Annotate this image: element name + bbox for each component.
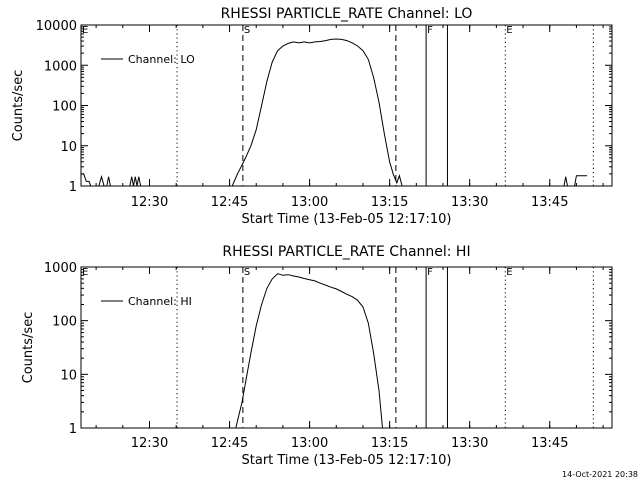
x-axis-label: Start Time (13-Feb-05 12:17:10) bbox=[242, 212, 452, 227]
print-timestamp: 14-Oct-2021 20:38 bbox=[562, 470, 638, 479]
x-tick-label: 13:15 bbox=[371, 436, 408, 451]
y-tick-label: 10 bbox=[60, 140, 77, 155]
event-marker-label: F bbox=[427, 25, 433, 36]
y-tick-label: 100 bbox=[52, 100, 77, 115]
event-marker-label: E bbox=[82, 25, 88, 36]
y-tick-label: 10 bbox=[60, 368, 77, 383]
event-marker-label: S bbox=[244, 267, 250, 278]
y-tick-label: 1000 bbox=[44, 261, 77, 276]
y-tick-label: 1 bbox=[69, 180, 77, 195]
x-tick-label: 12:45 bbox=[211, 195, 248, 210]
event-marker-label: E bbox=[506, 267, 512, 278]
x-tick-label: 12:45 bbox=[211, 436, 248, 451]
y-axis-label: Counts/sec bbox=[21, 312, 36, 384]
event-marker-label: E bbox=[82, 267, 88, 278]
event-marker-label: E bbox=[506, 25, 512, 36]
series-line bbox=[235, 273, 383, 429]
chart-title: RHESSI PARTICLE_RATE Channel: LO bbox=[221, 6, 473, 22]
y-axis-label: Counts/sec bbox=[11, 70, 26, 142]
plot-frame bbox=[80, 266, 613, 429]
series-line bbox=[81, 38, 588, 187]
x-tick-label: 13:30 bbox=[451, 195, 488, 210]
x-tick-label: 13:15 bbox=[371, 195, 408, 210]
y-tick-label: 1 bbox=[69, 422, 77, 437]
y-tick-label: 100 bbox=[52, 315, 77, 330]
chart-title: RHESSI PARTICLE_RATE Channel: HI bbox=[222, 244, 470, 260]
x-tick-label: 12:30 bbox=[131, 195, 168, 210]
y-tick-label: 1000 bbox=[44, 59, 77, 74]
y-tick-label: 10000 bbox=[36, 19, 77, 34]
x-tick-label: 13:00 bbox=[291, 195, 328, 210]
x-axis-label: Start Time (13-Feb-05 12:17:10) bbox=[242, 453, 452, 468]
x-tick-label: 13:45 bbox=[531, 436, 568, 451]
x-tick-label: 13:00 bbox=[291, 436, 328, 451]
chart-panel-hi: RHESSI PARTICLE_RATE Channel: HI 12:30 12:… bbox=[21, 244, 613, 468]
plot-frame bbox=[80, 24, 613, 187]
chart-panel-lo: RHESSI PARTICLE_RATE Channel: LO 12:30 12:… bbox=[11, 6, 613, 227]
legend-label: Channel: HI bbox=[128, 295, 192, 308]
x-tick-label: 13:45 bbox=[531, 195, 568, 210]
event-marker-label: F bbox=[427, 267, 433, 278]
event-marker-label: S bbox=[244, 25, 250, 36]
x-tick-label: 13:30 bbox=[451, 436, 488, 451]
legend-label: Channel: LO bbox=[128, 53, 195, 66]
x-tick-label: 12:30 bbox=[131, 436, 168, 451]
